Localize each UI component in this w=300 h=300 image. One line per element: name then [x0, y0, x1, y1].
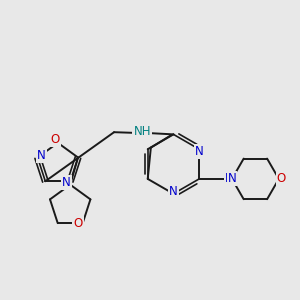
Text: N: N: [62, 176, 71, 189]
Text: NH: NH: [134, 125, 151, 138]
Text: N: N: [169, 185, 178, 198]
Text: O: O: [51, 133, 60, 146]
Text: N: N: [224, 172, 233, 185]
Text: N: N: [228, 172, 236, 185]
Text: N: N: [37, 149, 46, 162]
Text: O: O: [277, 172, 286, 185]
Text: O: O: [74, 217, 82, 230]
Text: N: N: [195, 145, 203, 158]
